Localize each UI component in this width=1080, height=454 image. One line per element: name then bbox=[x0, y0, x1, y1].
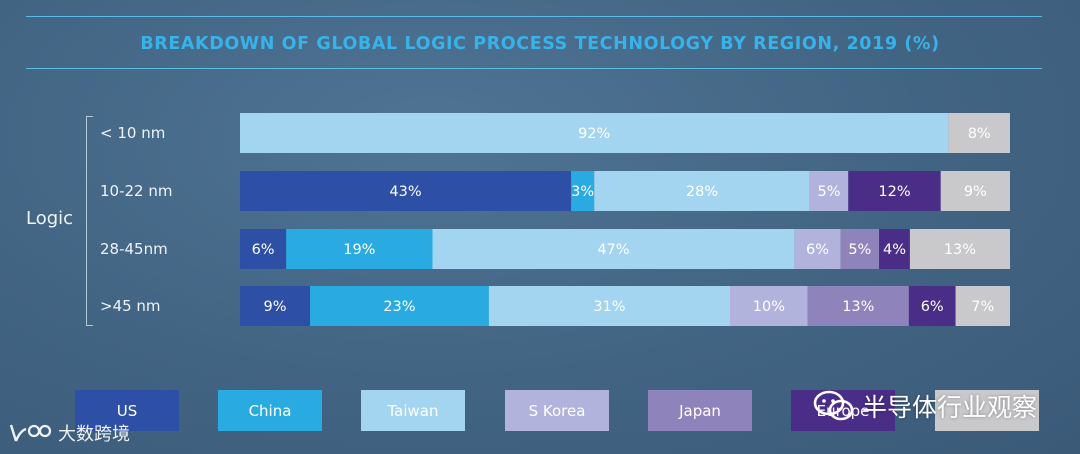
title-top-rule bbox=[26, 16, 1042, 17]
bar-segment bbox=[794, 229, 841, 269]
chart-title: BREAKDOWN OF GLOBAL LOGIC PROCESS TECHNO… bbox=[140, 34, 940, 54]
legend-item bbox=[935, 390, 1039, 431]
legend-label: Japan bbox=[679, 401, 721, 420]
legend-item: Japan bbox=[648, 390, 752, 431]
group-label: Logic bbox=[26, 208, 74, 229]
legend-item: US bbox=[75, 390, 179, 431]
data-label: 23% bbox=[383, 299, 415, 315]
data-label: 31% bbox=[593, 299, 625, 315]
data-label: 92% bbox=[578, 126, 610, 142]
bar-segment bbox=[879, 229, 910, 269]
group-bracket bbox=[86, 116, 93, 326]
bar-segment bbox=[310, 286, 489, 326]
bar-segment bbox=[908, 286, 956, 326]
bar-segment bbox=[807, 286, 909, 326]
legend-label: China bbox=[248, 401, 292, 420]
legend-item: Taiwan bbox=[361, 390, 465, 431]
bar-segment bbox=[909, 229, 1010, 269]
bar-segment bbox=[571, 171, 595, 211]
legend-label: Taiwan bbox=[387, 401, 439, 420]
data-label: 12% bbox=[878, 184, 910, 200]
wechat-icon bbox=[813, 390, 854, 421]
data-label: 4% bbox=[883, 242, 906, 258]
data-label: 7% bbox=[971, 299, 994, 315]
data-label: 5% bbox=[818, 184, 841, 200]
data-label: 28% bbox=[686, 184, 718, 200]
bar-segment bbox=[240, 286, 310, 326]
watermark-left-text: 大数跨境 bbox=[58, 424, 130, 445]
title-bottom-rule bbox=[26, 68, 1042, 69]
row-label: 28-45nm bbox=[100, 240, 168, 258]
data-label: 8% bbox=[968, 126, 991, 142]
data-label: 6% bbox=[252, 242, 275, 258]
bar-segment bbox=[240, 113, 949, 153]
bar-segment bbox=[948, 113, 1010, 153]
data-label: 19% bbox=[343, 242, 375, 258]
data-label: 6% bbox=[921, 299, 944, 315]
data-label: 9% bbox=[263, 299, 286, 315]
bar-segment bbox=[848, 171, 941, 211]
bar-segment bbox=[809, 171, 849, 211]
data-label: 13% bbox=[944, 242, 976, 258]
bar-segment bbox=[286, 229, 433, 269]
bar-segment bbox=[730, 286, 808, 326]
data-label: 5% bbox=[848, 242, 871, 258]
legend-label: US bbox=[116, 401, 138, 420]
legend-label: S Korea bbox=[528, 401, 586, 420]
watermark-right-text: 半导体行业观察 bbox=[862, 393, 1038, 422]
bar-segment bbox=[240, 171, 572, 211]
data-label: 3% bbox=[571, 184, 594, 200]
row-label: < 10 nm bbox=[100, 124, 166, 142]
bar-segment bbox=[955, 286, 1010, 326]
watermark-left: 大数跨境 bbox=[8, 420, 130, 446]
bar-segment bbox=[594, 171, 810, 211]
legend-item: China bbox=[218, 390, 322, 431]
bar-segment bbox=[432, 229, 795, 269]
watermark-right: 半导体行业观察 bbox=[812, 388, 1037, 424]
bar-segment bbox=[840, 229, 880, 269]
bar-segment bbox=[240, 229, 287, 269]
legend-item: S Korea bbox=[505, 390, 609, 431]
bar-segment bbox=[488, 286, 730, 326]
row-label: 10-22 nm bbox=[100, 182, 173, 200]
data-label: 10% bbox=[753, 299, 785, 315]
brand-logo-icon bbox=[9, 424, 52, 442]
data-label: 9% bbox=[964, 184, 987, 200]
data-label: 6% bbox=[806, 242, 829, 258]
data-label: 47% bbox=[597, 242, 629, 258]
row-label: >45 nm bbox=[100, 297, 161, 315]
data-label: 43% bbox=[389, 184, 421, 200]
data-label: 13% bbox=[842, 299, 874, 315]
bar-segment bbox=[940, 171, 1010, 211]
